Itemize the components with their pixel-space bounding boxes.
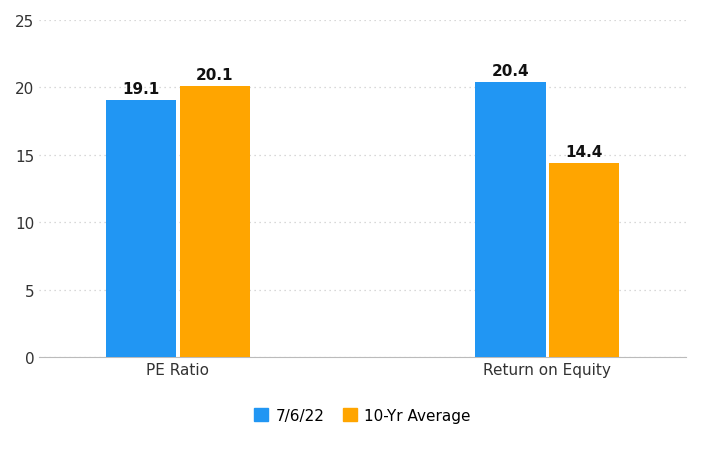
Bar: [179, 87, 250, 357]
Text: 20.4: 20.4: [491, 64, 529, 79]
Legend: 7/6/22, 10-Yr Average: 7/6/22, 10-Yr Average: [248, 402, 477, 429]
Bar: [106, 100, 176, 357]
Text: 14.4: 14.4: [566, 145, 603, 159]
Text: 20.1: 20.1: [196, 68, 233, 83]
Bar: [475, 83, 545, 357]
Bar: [549, 164, 620, 357]
Text: 19.1: 19.1: [122, 81, 159, 96]
